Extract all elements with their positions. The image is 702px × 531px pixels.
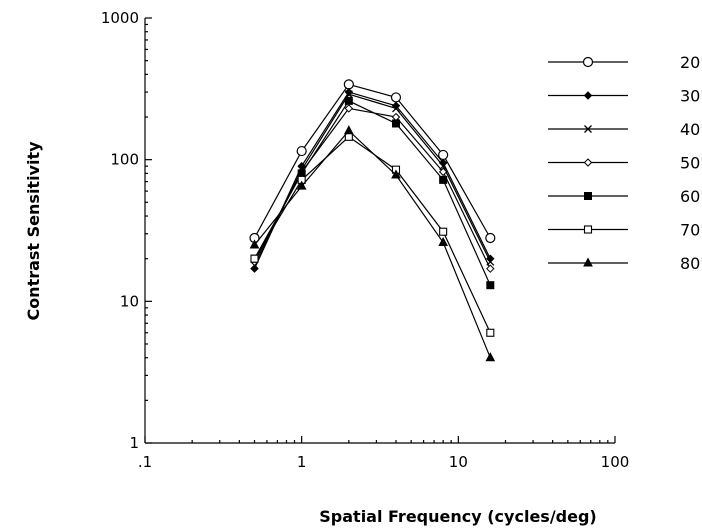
data-point: [438, 236, 448, 247]
legend-label: 40's: [680, 120, 702, 139]
marker-shape: [250, 264, 259, 273]
marker-shape: [344, 96, 353, 105]
data-point: [343, 79, 354, 90]
marker-shape: [485, 232, 496, 244]
series-line-70s: [253, 136, 491, 334]
marker-shape: [486, 281, 495, 290]
y-tick-label: 100: [110, 151, 139, 169]
legend-item: 60's: [548, 187, 702, 206]
data-point: [391, 169, 401, 179]
marker-shape: [583, 225, 593, 234]
series-70s: [250, 132, 495, 337]
marker-shape: [438, 167, 448, 177]
data-point: [250, 264, 259, 273]
marker-shape: [438, 236, 448, 247]
series-50s: [250, 104, 495, 273]
marker-shape: [343, 125, 354, 135]
legend-label: 80's: [680, 254, 702, 273]
y-tick-label: 10: [120, 292, 139, 310]
data-point: [485, 352, 496, 362]
marker-shape: [391, 119, 400, 128]
legend-label: 30's: [680, 87, 702, 106]
series-line-60s: [253, 100, 491, 286]
x-tick-label: 1: [297, 453, 307, 471]
legend-item: 30's: [548, 87, 702, 106]
marker-shape: [250, 254, 259, 263]
marker-shape: [392, 104, 400, 113]
series-20s: [249, 79, 496, 244]
marker-shape: [296, 145, 307, 157]
data-point: [439, 175, 448, 184]
x-tick-label: .1: [138, 453, 152, 471]
data-point: [391, 119, 400, 128]
legend-marker: [583, 225, 593, 234]
legend-item: 40's: [548, 120, 702, 139]
legend-marker: [584, 192, 592, 200]
legend-marker: [583, 257, 593, 267]
legend-label: 60's: [680, 187, 702, 206]
legend-marker: [582, 56, 594, 68]
marker-shape: [343, 79, 354, 90]
marker-shape: [344, 104, 354, 113]
legend-item: 50's: [548, 154, 702, 173]
series-80s: [249, 125, 496, 362]
legend-label: 20's: [680, 53, 702, 72]
x-axis-title: Spatial Frequency (cycles/deg): [319, 507, 596, 526]
legend-label: 50's: [680, 154, 702, 173]
data-point: [486, 328, 495, 337]
marker-shape: [439, 175, 448, 184]
marker-shape: [390, 92, 402, 103]
marker-shape: [582, 56, 594, 68]
y-tick-label: 1000: [101, 9, 139, 27]
series-line-40s: [253, 93, 491, 266]
data-point: [344, 90, 353, 99]
data-point: [438, 167, 448, 177]
marker-shape: [583, 158, 593, 167]
data-point: [296, 145, 307, 157]
x-tick-label: 10: [449, 453, 468, 471]
data-point: [486, 264, 495, 273]
y-axis-title: Contrast Sensitivity: [24, 141, 43, 321]
series-layer: [249, 79, 496, 362]
data-point: [344, 104, 354, 113]
y-tick-label: 1: [129, 434, 139, 452]
marker-shape: [486, 264, 495, 273]
marker-shape: [344, 90, 353, 99]
data-point: [390, 92, 402, 103]
marker-shape: [249, 239, 260, 249]
marker-shape: [583, 91, 593, 100]
data-point: [439, 227, 448, 236]
data-point: [249, 239, 260, 249]
data-point: [343, 125, 354, 135]
marker-shape: [439, 227, 448, 236]
marker-shape: [485, 352, 496, 362]
marker-shape: [486, 328, 495, 337]
legend-marker: [584, 125, 592, 133]
legend-marker: [583, 91, 593, 100]
series-line-30s: [253, 91, 491, 269]
data-point: [344, 96, 353, 105]
data-point: [250, 254, 259, 263]
marker-shape: [584, 192, 592, 200]
data-point: [392, 104, 400, 113]
x-tick-label: 100: [601, 453, 630, 471]
legend: 20's 30's 40's 50's 60's 70's 80's: [548, 53, 702, 273]
legend-item: 20's: [548, 53, 702, 72]
series-line-50s: [253, 107, 491, 269]
data-point: [296, 180, 307, 190]
legend-marker: [583, 158, 593, 167]
legend-item: 70's: [548, 221, 702, 240]
marker-shape: [391, 169, 401, 179]
legend-label: 70's: [680, 221, 702, 240]
marker-shape: [583, 257, 593, 267]
marker-shape: [296, 180, 307, 190]
marker-shape: [584, 125, 592, 133]
series-line-80s: [254, 129, 491, 358]
series-line-20s: [253, 83, 491, 239]
legend-item: 80's: [548, 254, 702, 273]
data-point: [485, 232, 496, 244]
data-point: [486, 281, 495, 290]
